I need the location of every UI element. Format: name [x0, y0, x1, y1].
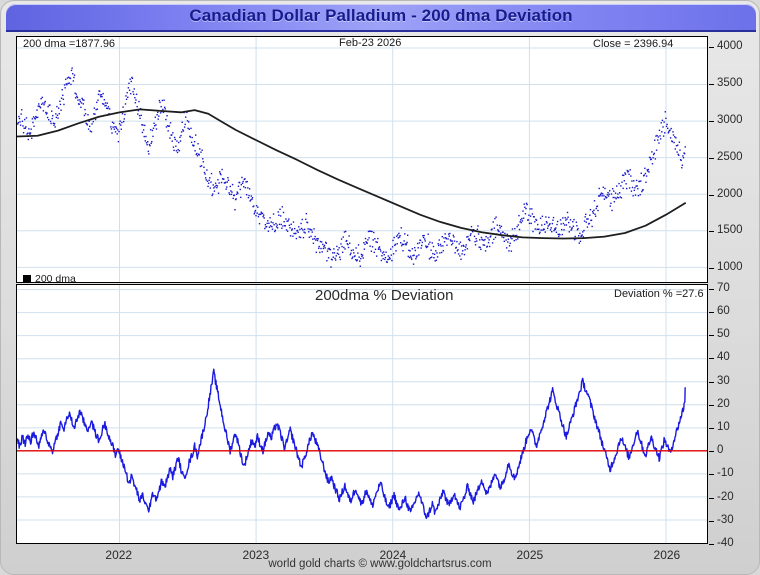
ytick-price — [709, 121, 714, 122]
ytick-deviation — [709, 312, 714, 313]
ytick-label-deviation: -10 — [717, 467, 734, 479]
ytick-deviation — [709, 544, 714, 545]
ytick-deviation — [709, 335, 714, 336]
ytick-label-price: 3000 — [717, 114, 743, 126]
ytick-label-deviation: 50 — [717, 328, 730, 340]
ytick-deviation — [709, 521, 714, 522]
chart-window: Canadian Dollar Palladium - 200 dma Devi… — [0, 0, 760, 575]
ytick-label-deviation: 10 — [717, 421, 730, 433]
price-chart-plot — [17, 37, 707, 282]
close-value-label: Close = 2396.94 — [593, 38, 673, 50]
deviation-chart-panel — [16, 284, 708, 544]
dma-legend-swatch — [23, 275, 31, 283]
ytick-label-price: 2500 — [717, 151, 743, 163]
ytick-price — [709, 47, 714, 48]
date-label: Feb-23 2026 — [339, 37, 401, 49]
ytick-label-deviation: -30 — [717, 514, 734, 526]
ytick-deviation — [709, 382, 714, 383]
ytick-label-deviation: 0 — [717, 444, 723, 456]
ytick-deviation — [709, 451, 714, 452]
ytick-label-deviation: -20 — [717, 491, 734, 503]
deviation-chart-plot — [17, 285, 707, 543]
ytick-label-deviation: 70 — [717, 282, 730, 294]
ytick-deviation — [709, 498, 714, 499]
ytick-label-price: 1000 — [717, 261, 743, 273]
ytick-label-deviation: 60 — [717, 305, 730, 317]
ytick-label-price: 3500 — [717, 77, 743, 89]
ytick-price — [709, 195, 714, 196]
ytick-label-deviation: 40 — [717, 351, 730, 363]
ytick-price — [709, 158, 714, 159]
ytick-price — [709, 231, 714, 232]
footer-credit: world gold charts © www.goldchartsrus.co… — [1, 558, 759, 570]
ytick-label-deviation: 30 — [717, 375, 730, 387]
ytick-deviation — [709, 474, 714, 475]
window-titlebar: Canadian Dollar Palladium - 200 dma Devi… — [6, 4, 756, 32]
ytick-deviation — [709, 405, 714, 406]
ytick-label-price: 2000 — [717, 188, 743, 200]
ytick-deviation — [709, 358, 714, 359]
ytick-label-price: 4000 — [717, 40, 743, 52]
ytick-label-price: 1500 — [717, 224, 743, 236]
ytick-deviation — [709, 428, 714, 429]
price-chart-panel — [16, 36, 708, 283]
dma-value-label: 200 dma =1877.96 — [23, 38, 115, 50]
ytick-price — [709, 268, 714, 269]
ytick-deviation — [709, 289, 714, 290]
deviation-chart-title: 200dma % Deviation — [315, 287, 453, 304]
ytick-label-deviation: -40 — [717, 537, 734, 549]
window-title: Canadian Dollar Palladium - 200 dma Devi… — [6, 6, 756, 26]
ytick-price — [709, 84, 714, 85]
ytick-label-deviation: 20 — [717, 398, 730, 410]
deviation-value-label: Deviation % =27.6 — [614, 288, 704, 300]
